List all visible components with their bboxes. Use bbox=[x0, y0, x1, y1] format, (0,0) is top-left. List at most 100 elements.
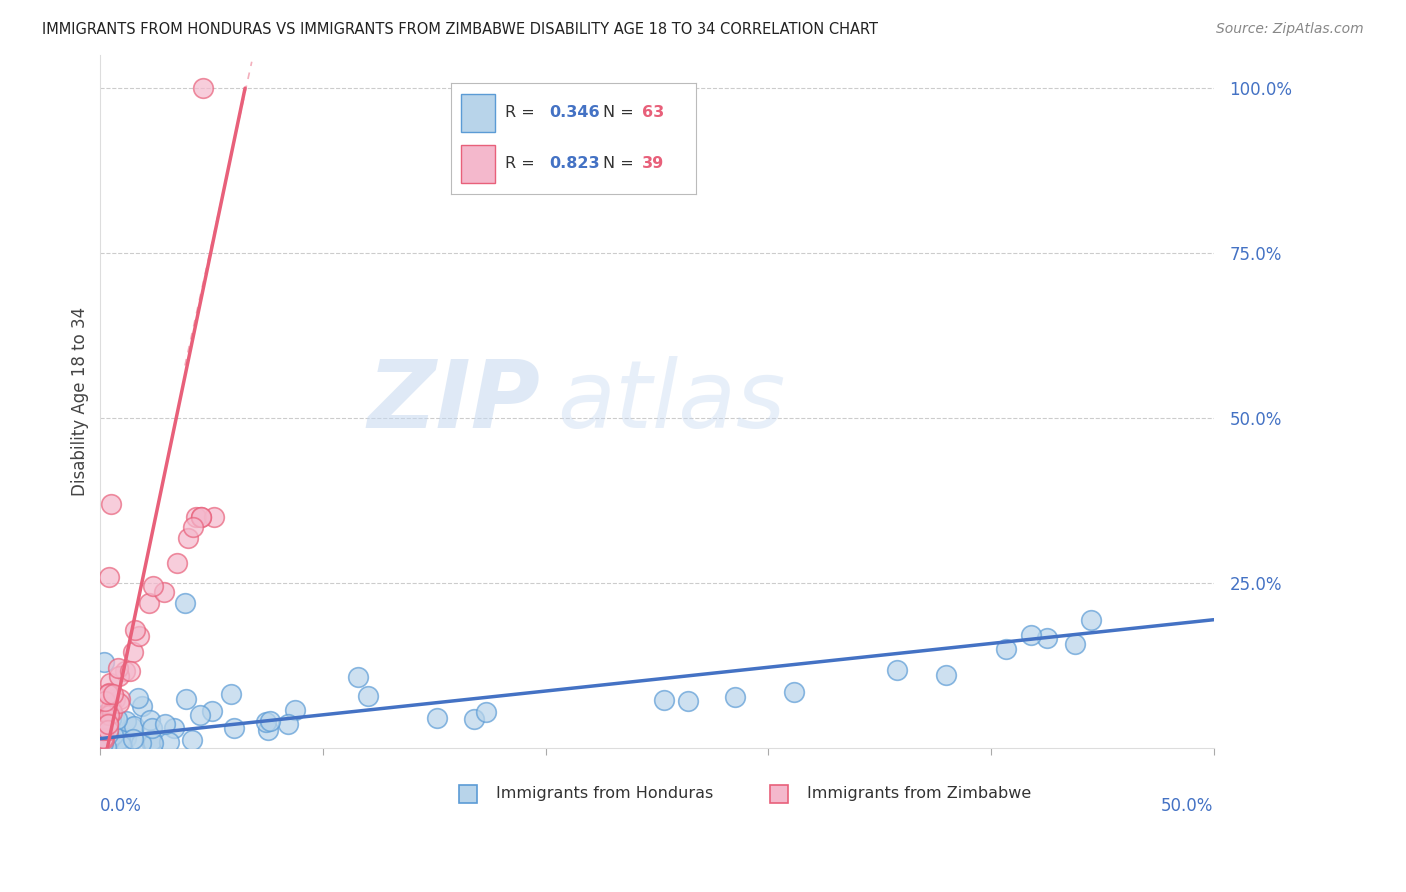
Point bbox=[108, 692, 131, 706]
Point bbox=[1019, 628, 1042, 642]
Point bbox=[124, 623, 146, 637]
Point bbox=[174, 596, 197, 610]
Point bbox=[121, 720, 143, 734]
Text: 0.0%: 0.0% bbox=[100, 797, 142, 815]
Point bbox=[96, 706, 118, 721]
Point bbox=[97, 727, 120, 741]
Point bbox=[114, 714, 136, 728]
Point bbox=[177, 531, 200, 545]
Point bbox=[105, 712, 128, 726]
Point bbox=[98, 570, 121, 584]
Point bbox=[141, 721, 163, 735]
Point bbox=[678, 694, 700, 708]
Point bbox=[142, 579, 165, 593]
Point bbox=[142, 736, 165, 750]
Point bbox=[91, 723, 114, 737]
Point bbox=[886, 663, 908, 677]
Point bbox=[157, 735, 180, 749]
Point bbox=[128, 629, 150, 643]
Point bbox=[110, 738, 132, 752]
Point bbox=[935, 667, 957, 681]
Point bbox=[91, 731, 114, 746]
Point bbox=[257, 723, 280, 737]
Point bbox=[110, 738, 132, 752]
Point bbox=[91, 713, 114, 727]
Point bbox=[191, 81, 214, 95]
Point bbox=[153, 716, 176, 731]
Point bbox=[107, 661, 129, 675]
Point bbox=[219, 687, 242, 701]
Point bbox=[127, 691, 149, 706]
Point bbox=[97, 716, 120, 731]
Point bbox=[108, 669, 131, 683]
Point bbox=[97, 687, 120, 701]
Point bbox=[139, 713, 162, 727]
Point bbox=[1063, 636, 1085, 650]
Point bbox=[166, 556, 188, 570]
Point bbox=[98, 685, 121, 699]
Point bbox=[1036, 631, 1059, 645]
Point bbox=[254, 714, 277, 729]
Point bbox=[101, 728, 124, 742]
Point bbox=[91, 707, 114, 722]
Point bbox=[107, 696, 129, 710]
Point bbox=[98, 739, 121, 754]
Point bbox=[163, 721, 186, 735]
Point bbox=[93, 694, 115, 708]
Text: 50.0%: 50.0% bbox=[1161, 797, 1213, 815]
Point bbox=[652, 693, 675, 707]
Point bbox=[138, 596, 160, 610]
Point bbox=[121, 731, 143, 746]
Point bbox=[100, 497, 122, 511]
Point bbox=[1080, 613, 1102, 627]
Y-axis label: Disability Age 18 to 34: Disability Age 18 to 34 bbox=[72, 307, 89, 496]
Point bbox=[131, 699, 153, 714]
Point bbox=[174, 692, 197, 706]
Point bbox=[141, 735, 163, 749]
Point bbox=[995, 642, 1018, 657]
Point bbox=[93, 732, 115, 747]
Point bbox=[100, 731, 122, 746]
Point bbox=[153, 585, 176, 599]
Point bbox=[347, 670, 370, 684]
Point bbox=[783, 685, 806, 699]
Point bbox=[98, 676, 121, 690]
Point bbox=[100, 712, 122, 726]
Point bbox=[94, 739, 117, 754]
Point bbox=[91, 736, 114, 750]
Text: Source: ZipAtlas.com: Source: ZipAtlas.com bbox=[1216, 22, 1364, 37]
Point bbox=[97, 723, 120, 737]
Text: atlas: atlas bbox=[557, 356, 785, 447]
Point bbox=[188, 708, 211, 723]
Point bbox=[190, 510, 212, 524]
Point bbox=[259, 714, 281, 728]
Point bbox=[101, 705, 124, 719]
Point bbox=[122, 719, 145, 733]
Point bbox=[357, 689, 380, 703]
Point bbox=[100, 739, 122, 753]
Point bbox=[222, 721, 245, 735]
Point bbox=[98, 708, 121, 723]
Point bbox=[284, 703, 307, 717]
Point bbox=[100, 704, 122, 718]
Text: Immigrants from Honduras: Immigrants from Honduras bbox=[495, 786, 713, 801]
Point bbox=[141, 733, 163, 747]
Point bbox=[114, 664, 136, 678]
Point bbox=[97, 733, 120, 747]
Point bbox=[190, 510, 212, 524]
Point bbox=[93, 728, 115, 742]
Point bbox=[184, 510, 207, 524]
Point bbox=[100, 699, 122, 714]
Point bbox=[181, 733, 204, 747]
Point bbox=[129, 736, 152, 750]
Point bbox=[103, 711, 125, 725]
Text: IMMIGRANTS FROM HONDURAS VS IMMIGRANTS FROM ZIMBABWE DISABILITY AGE 18 TO 34 COR: IMMIGRANTS FROM HONDURAS VS IMMIGRANTS F… bbox=[42, 22, 879, 37]
Point bbox=[104, 692, 127, 706]
Point bbox=[463, 712, 485, 726]
Point bbox=[277, 716, 299, 731]
Point bbox=[101, 688, 124, 702]
Point bbox=[426, 711, 449, 725]
Point bbox=[724, 690, 747, 705]
Text: Immigrants from Zimbabwe: Immigrants from Zimbabwe bbox=[807, 786, 1032, 801]
Point bbox=[202, 510, 225, 524]
